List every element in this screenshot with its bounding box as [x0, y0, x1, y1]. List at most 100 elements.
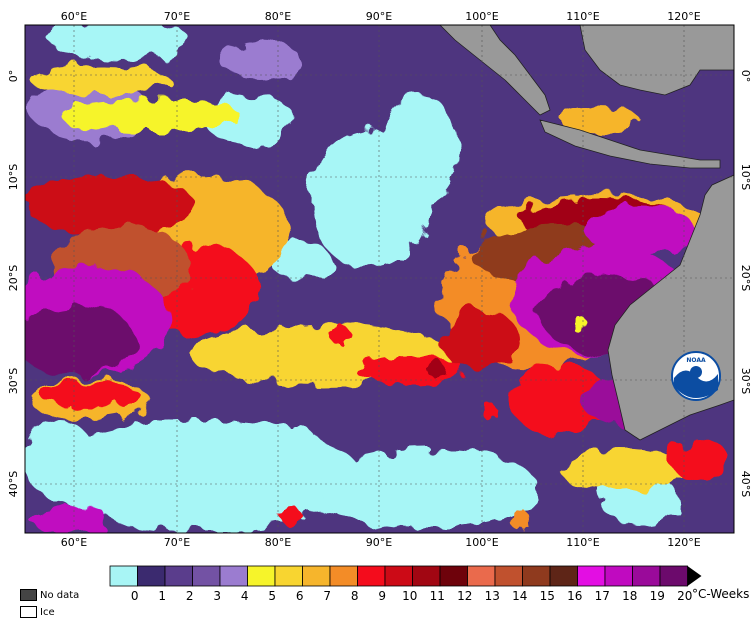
moderate-stress-region	[560, 108, 640, 132]
colorbar-tick-label: 4	[241, 589, 249, 603]
colorbar-bin	[247, 565, 276, 587]
noaa-logo: NOAA	[671, 351, 721, 401]
colorbar-bin	[549, 565, 578, 587]
low-stress-region	[50, 25, 190, 60]
hotspot	[510, 510, 530, 530]
lat-label-30s-right: 30°S	[739, 368, 752, 394]
colorbar-tick-label: 13	[485, 589, 500, 603]
colorbar-tick-label: 17	[595, 589, 610, 603]
noaa-logo-text: NOAA	[686, 357, 706, 364]
lon-label-120e-top: 120°E	[667, 10, 700, 23]
graticule	[25, 25, 734, 533]
colorbar-bin	[274, 565, 303, 587]
colorbar-bin	[109, 565, 138, 587]
high-stress-region	[670, 440, 730, 480]
land-java	[539, 119, 721, 169]
colorbar-tick-label: 10	[402, 589, 417, 603]
high-stress-region	[440, 310, 520, 370]
lon-label-70e-bottom: 70°E	[164, 536, 190, 549]
colorbar-bin	[467, 565, 496, 587]
colorbar-tick-label: 16	[567, 589, 582, 603]
moderate-stress-region	[30, 66, 170, 94]
low-stress-region	[380, 95, 460, 205]
hotspot	[426, 359, 444, 377]
moderate-stress-region	[60, 99, 240, 131]
colorbar-bin	[494, 565, 523, 587]
lon-label-110e-top: 110°E	[566, 10, 599, 23]
colorbar-bin	[219, 565, 248, 587]
colorbar: 0 1 2 3 4 5 6 7 8 9 10 11 12 13 14 15 16 17 18 19 20	[109, 565, 702, 603]
colorbar-bin	[412, 565, 441, 587]
colorbar-tick-label: 8	[351, 589, 359, 603]
lon-label-90e-top: 90°E	[366, 10, 392, 23]
colorbar-bin	[632, 565, 661, 587]
lat-label-0-left: 0°	[7, 70, 20, 83]
high-stress-region	[355, 355, 465, 385]
lon-labels-bottom: 60°E 70°E 80°E 90°E 100°E 110°E 120°E	[61, 536, 701, 549]
colorbar-bin	[604, 565, 633, 587]
lat-labels-left: 0° 10°S 20°S 30°S 40°S	[7, 70, 20, 497]
colorbar-bin	[384, 565, 413, 587]
lon-label-100e-bottom: 100°E	[465, 536, 498, 549]
hotspot	[482, 404, 498, 420]
extreme-stress-region	[25, 305, 135, 375]
low-stress-region	[25, 420, 95, 500]
lat-label-0-right: 0°	[739, 70, 752, 83]
lat-label-10s-left: 10°S	[7, 164, 20, 190]
mild-stress-region	[220, 40, 300, 80]
lat-labels-right: 0° 10°S 20°S 30°S 40°S	[739, 70, 752, 498]
high-stress-region	[510, 365, 610, 435]
lat-label-40s-left: 40°S	[7, 471, 20, 497]
colorbar-tick-label: 14	[512, 589, 527, 603]
colorbar-bin	[659, 565, 688, 587]
colorbar-tick-label: 18	[622, 589, 637, 603]
colorbar-bin	[439, 565, 468, 587]
low-stress-region	[320, 450, 540, 530]
lat-label-30s-left: 30°S	[7, 368, 20, 394]
low-stress-region	[40, 420, 360, 530]
colorbar-tick-label: 19	[650, 589, 665, 603]
colorbar-tick-label: 3	[213, 589, 221, 603]
no-data-swatch	[20, 589, 37, 601]
colorbar-tick-label: 15	[540, 589, 555, 603]
lat-label-20s-right: 20°S	[739, 265, 752, 291]
hotspot	[280, 505, 300, 525]
lon-label-110e-bottom: 110°E	[566, 536, 599, 549]
lat-label-20s-left: 20°S	[7, 265, 20, 291]
colorbar-tick-label: 1	[158, 589, 166, 603]
colorbar-bin	[522, 565, 551, 587]
moderate-stress-region	[560, 448, 680, 492]
extreme-stress-region	[30, 508, 110, 532]
ice-label: Ice	[40, 607, 55, 618]
hotspot	[572, 317, 588, 333]
lon-label-120e-bottom: 120°E	[667, 536, 700, 549]
hotspot	[400, 130, 420, 150]
hotspot	[286, 426, 314, 454]
land-sumatra	[439, 25, 551, 116]
colorbar-tick-label: 11	[430, 589, 445, 603]
colorbar-bin	[577, 565, 606, 587]
lon-label-80e-bottom: 80°E	[265, 536, 291, 549]
colorbar-tick-label: 5	[268, 589, 276, 603]
lon-label-60e-bottom: 60°E	[61, 536, 87, 549]
low-stress-region	[270, 240, 330, 280]
lon-label-70e-top: 70°E	[164, 10, 190, 23]
map-area: NOAA	[25, 25, 734, 533]
lon-labels-top: 60°E 70°E 80°E 90°E 100°E 110°E 120°E	[61, 10, 701, 23]
colorbar-tick-label: 9	[378, 589, 386, 603]
colorbar-extension-arrow	[687, 566, 702, 586]
lon-label-60e-top: 60°E	[61, 10, 87, 23]
ice-swatch	[20, 606, 37, 618]
colorbar-tick-label: 12	[457, 589, 472, 603]
high-stress-region	[40, 383, 140, 407]
colorbar-tick-label: 7	[323, 589, 331, 603]
high-stress-region	[25, 175, 195, 235]
colorbar-tick-label: 6	[296, 589, 304, 603]
colorbar-unit-label: °C-Weeks	[692, 587, 749, 601]
no-data-label: No data	[40, 590, 80, 601]
land-borneo	[579, 25, 734, 96]
colorbar-bin	[357, 565, 386, 587]
colorbar-bin	[302, 565, 331, 587]
colorbar-bin	[137, 565, 166, 587]
